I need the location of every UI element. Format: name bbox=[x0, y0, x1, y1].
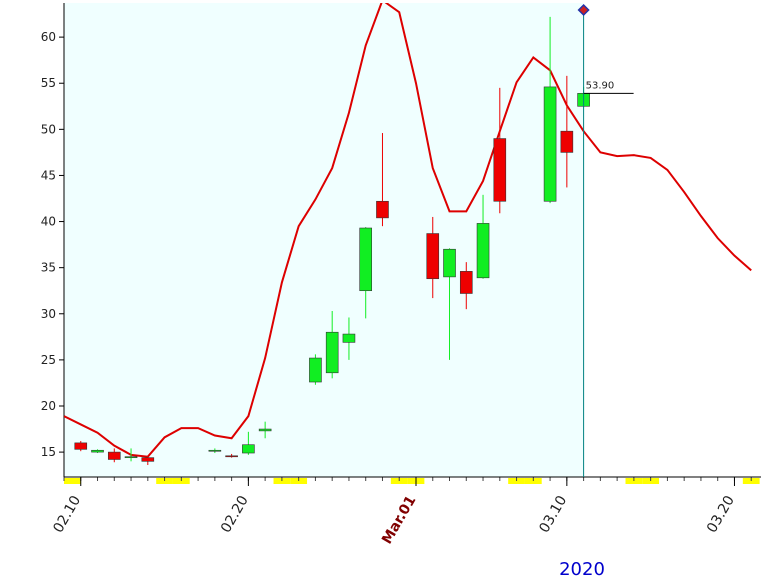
candle-body bbox=[476, 223, 490, 279]
candle-body bbox=[225, 455, 238, 458]
y-tick-label: 50 bbox=[41, 122, 56, 136]
candle-body bbox=[426, 233, 440, 280]
candle-body bbox=[376, 200, 389, 219]
line-layer bbox=[64, 3, 752, 458]
x-tick-label: 03.10 bbox=[536, 493, 570, 536]
forecast-line bbox=[64, 3, 752, 458]
candle-body bbox=[543, 86, 557, 202]
candle-body bbox=[258, 428, 272, 432]
y-tick-label: 15 bbox=[41, 445, 56, 459]
candle-body bbox=[325, 331, 339, 374]
year-label: 2020 bbox=[559, 559, 605, 580]
y-tick-label: 25 bbox=[41, 353, 56, 367]
x-tick-label: 02.10 bbox=[50, 493, 84, 536]
x-tick-label: 03.20 bbox=[704, 493, 738, 536]
candle-body bbox=[242, 444, 255, 454]
candle-body bbox=[459, 271, 473, 294]
y-tick-label: 55 bbox=[41, 76, 56, 90]
candle-body bbox=[74, 442, 88, 450]
y-tick-label: 60 bbox=[41, 30, 56, 44]
y-tick-label: 40 bbox=[41, 215, 56, 229]
candle-body bbox=[124, 456, 138, 459]
candle-body bbox=[208, 449, 222, 452]
candle-body bbox=[560, 130, 574, 153]
weekend-marker bbox=[64, 478, 81, 484]
last-price-label: 53.90 bbox=[586, 80, 615, 91]
x-tick-label: 02.20 bbox=[218, 493, 252, 536]
candle-body bbox=[91, 449, 104, 453]
y-tick-label: 20 bbox=[41, 399, 56, 413]
candle-body bbox=[141, 457, 155, 462]
x-tick-label: Mar.01 bbox=[379, 493, 419, 547]
candle-body bbox=[107, 451, 121, 460]
y-tick-label: 35 bbox=[41, 261, 56, 275]
cursor-marker bbox=[577, 3, 590, 17]
candle-body bbox=[443, 248, 456, 278]
candle-body bbox=[493, 138, 507, 202]
y-tick-label: 45 bbox=[41, 168, 56, 182]
y-tick-label: 30 bbox=[41, 307, 56, 321]
history-background bbox=[64, 3, 584, 477]
candle-body bbox=[359, 227, 373, 292]
candle-body bbox=[309, 357, 322, 383]
candle-body bbox=[342, 333, 356, 343]
